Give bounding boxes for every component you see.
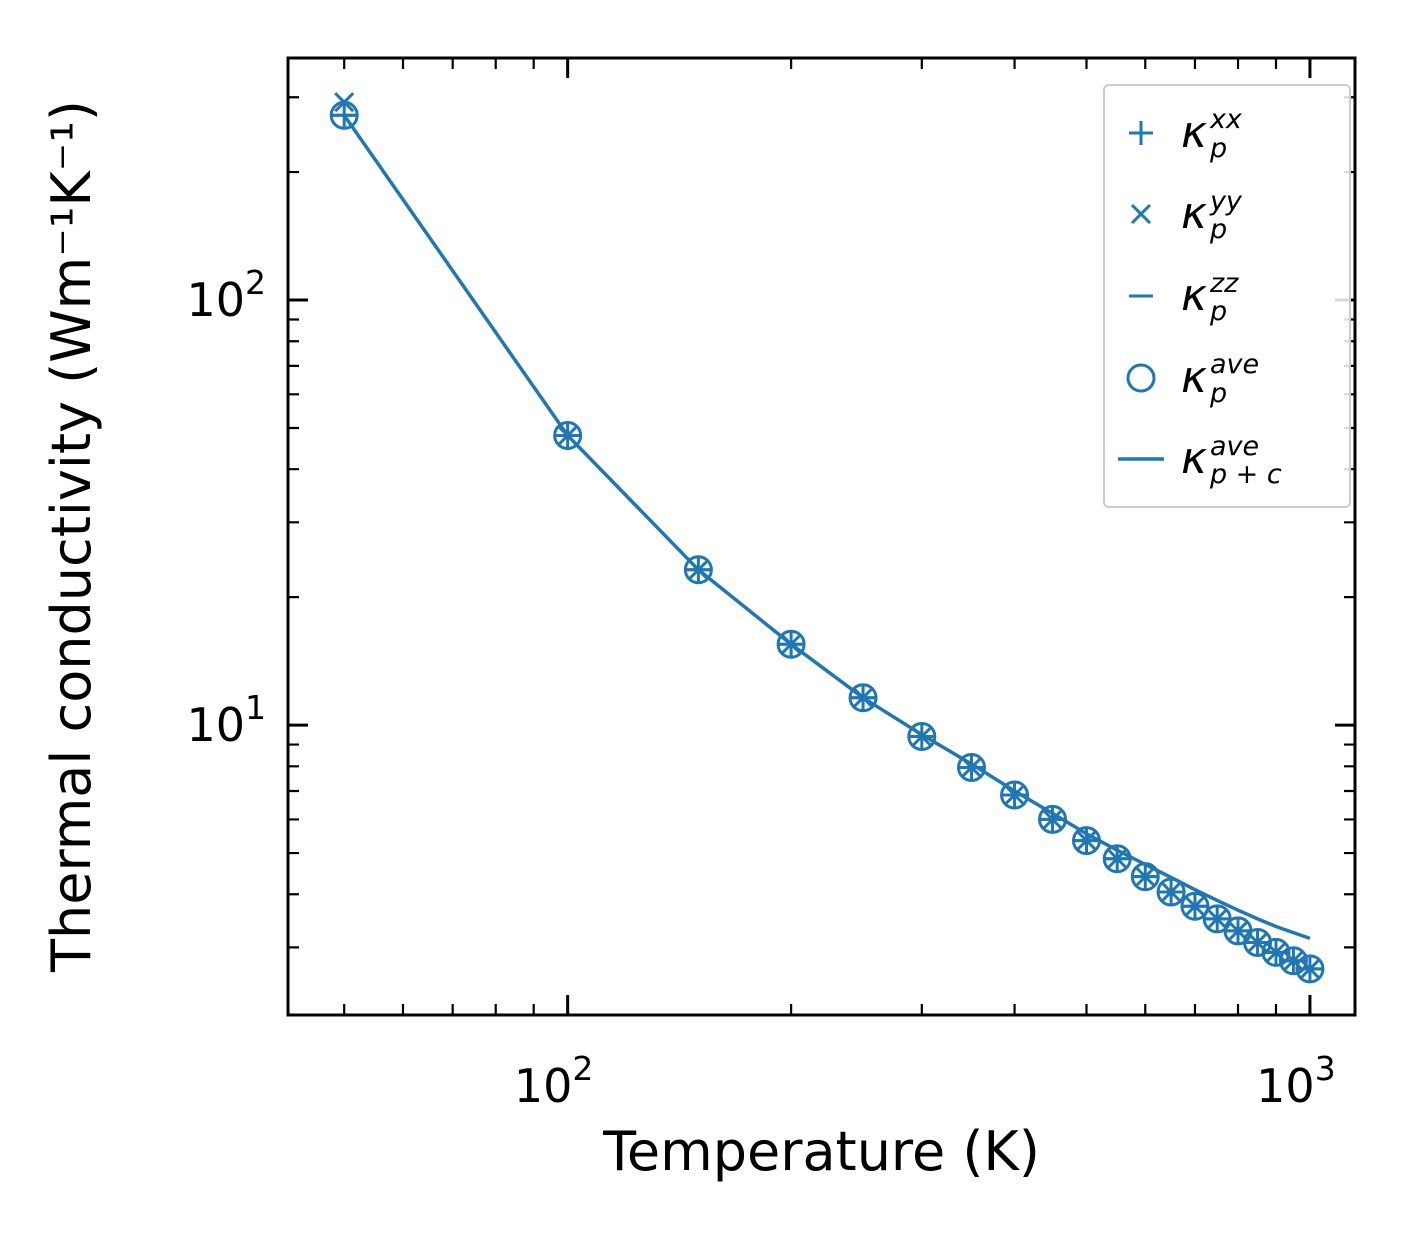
legend-marker-minus [1129, 294, 1153, 298]
x-axis-label: Temperature (K) [603, 1120, 1040, 1183]
legend-label-kappa_p_yy: κ yy p [1181, 186, 1242, 246]
legend-marker-line [1118, 457, 1164, 461]
y-axis-label: Thermal conductivity (Wm⁻¹K⁻¹) [40, 100, 103, 972]
legend-item-kappa_p_yy: κ yy p [1109, 186, 1345, 246]
legend-marker-plus [1129, 120, 1153, 145]
plot-spines [286, 56, 1357, 1017]
y-tick-label: 102 [186, 263, 266, 327]
legend-label-kappa_p_plus_c_ave: κ ave p + c [1181, 430, 1282, 491]
x-tick-label: 102 [514, 1049, 594, 1113]
y-tick-label: 101 [186, 688, 266, 752]
legend-item-kappa_p_zz: κ zz p [1109, 267, 1345, 327]
legend-label-kappa_p_xx: κ xx p [1181, 104, 1242, 164]
legend-marker-x [1130, 204, 1152, 225]
legend-item-kappa_p_plus_c_ave: κ ave p + c [1109, 430, 1345, 491]
legend-marker-circle [1126, 363, 1156, 393]
legend-item-kappa_p_ave: κ ave p [1109, 349, 1345, 409]
legend-label-kappa_p_zz: κ zz p [1181, 267, 1239, 327]
x-tick-label: 103 [1256, 1049, 1336, 1113]
series-kappa_p_ave [329, 100, 1325, 984]
series-kappa_p_plus_c_ave [342, 114, 1311, 941]
legend: κ xx p κ yy p κ zz p κ ave p κ ave p + c [1103, 84, 1351, 508]
legend-item-kappa_p_xx: κ xx p [1109, 104, 1345, 164]
legend-label-kappa_p_ave: κ ave p [1181, 349, 1260, 409]
series-kappa_p_zz [332, 113, 1322, 971]
